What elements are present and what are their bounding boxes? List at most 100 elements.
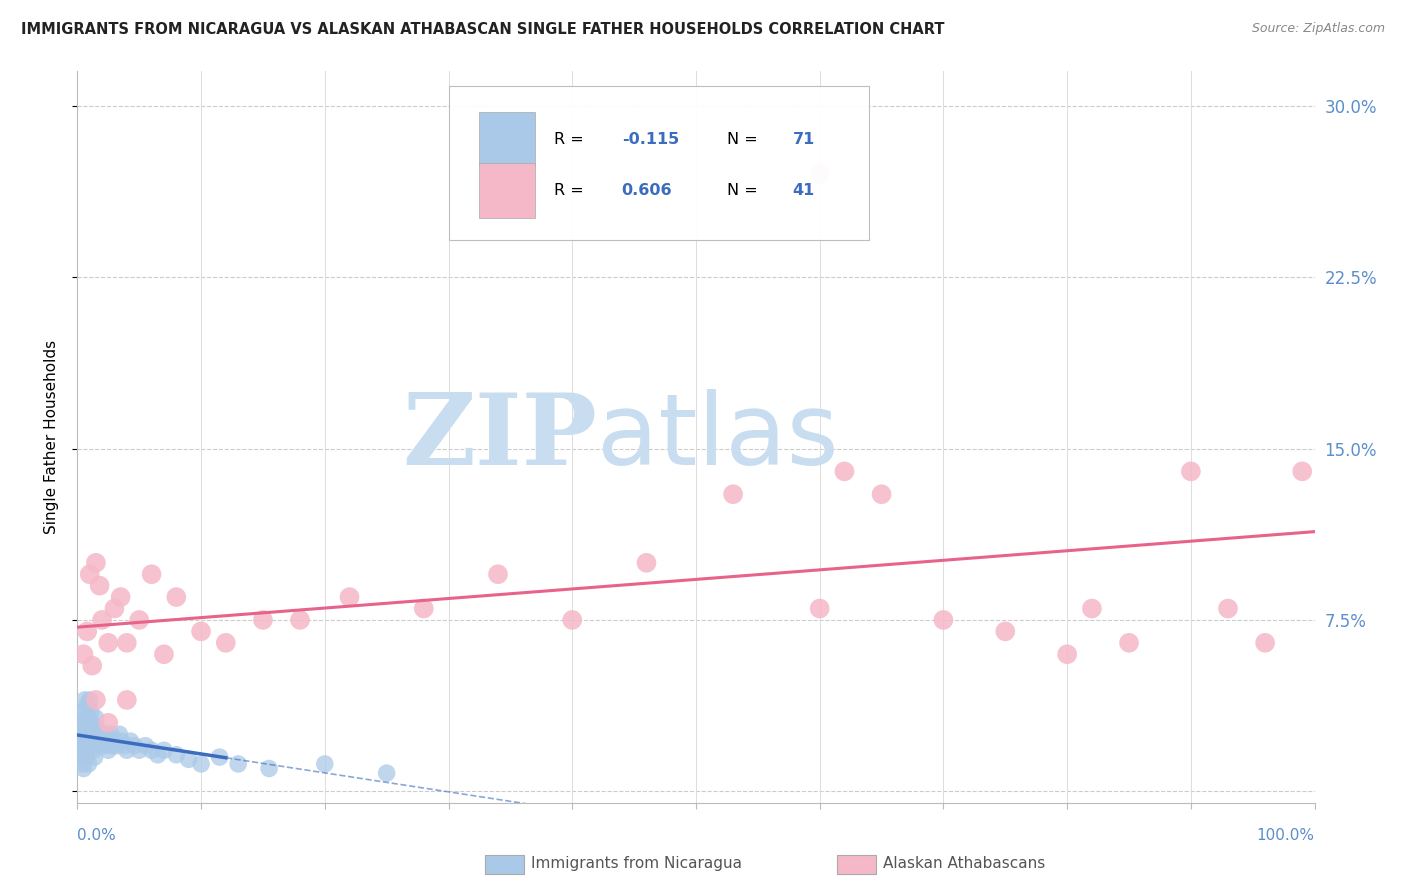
Point (226, 756, 249, 771)
Point (91, 734, 114, 748)
Text: R =: R = (554, 131, 589, 146)
Point (112, 739, 135, 753)
Text: -0.115: -0.115 (621, 131, 679, 146)
Point (932, 613, 955, 627)
Point (72, 720, 94, 734)
FancyBboxPatch shape (449, 86, 869, 240)
Point (146, 747, 169, 762)
Point (190, 756, 212, 771)
Text: N =: N = (727, 183, 763, 198)
Point (94, 727, 117, 741)
Point (73, 693, 96, 707)
Text: Source: ZipAtlas.com: Source: ZipAtlas.com (1251, 22, 1385, 36)
Point (80, 727, 103, 741)
Point (72, 756, 94, 771)
Text: atlas: atlas (598, 389, 838, 485)
Text: IMMIGRANTS FROM NICARAGUA VS ALASKAN ATHABASCAN SINGLE FATHER HOUSEHOLDS CORRELA: IMMIGRANTS FROM NICARAGUA VS ALASKAN ATH… (21, 22, 945, 37)
Point (69, 727, 91, 741)
Point (100, 727, 122, 741)
Point (1291, 464, 1313, 478)
Point (70, 734, 93, 748)
Point (141, 743, 163, 757)
Point (115, 693, 138, 707)
Point (75, 727, 97, 741)
Point (339, 590, 361, 604)
Text: 71: 71 (793, 131, 814, 146)
Point (75, 750, 97, 764)
Point (1254, 636, 1277, 650)
Point (89, 734, 111, 748)
Point (103, 601, 125, 615)
Point (79, 715, 101, 730)
Point (72, 727, 94, 741)
Point (870, 487, 893, 501)
Point (1081, 601, 1104, 615)
Point (87, 727, 110, 741)
Point (82, 658, 104, 673)
Point (1118, 636, 1140, 650)
Point (72, 647, 94, 661)
Text: 100.0%: 100.0% (1257, 828, 1315, 843)
Point (97, 715, 120, 730)
Point (190, 624, 212, 639)
Point (79, 739, 101, 753)
Point (70, 750, 93, 764)
Point (134, 739, 156, 753)
Point (122, 739, 145, 753)
Point (636, 556, 658, 570)
Point (252, 613, 274, 627)
Point (82, 720, 104, 734)
Text: 0.606: 0.606 (621, 183, 672, 198)
Point (82, 739, 104, 753)
Point (105, 739, 128, 753)
Point (69, 743, 91, 757)
Point (82, 715, 104, 730)
Point (257, 762, 280, 776)
Point (1216, 601, 1239, 615)
Point (208, 750, 231, 764)
Point (103, 734, 125, 748)
Point (76, 624, 98, 639)
Point (561, 613, 583, 627)
Text: N =: N = (727, 131, 763, 146)
Point (808, 601, 831, 615)
Point (115, 636, 138, 650)
Point (70, 715, 93, 730)
Point (93, 739, 115, 753)
Point (165, 590, 187, 604)
Point (834, 464, 856, 478)
Point (288, 613, 311, 627)
Point (486, 567, 509, 582)
Point (77, 711, 100, 725)
Point (77, 734, 100, 748)
Bar (479, 112, 536, 167)
Point (97, 743, 120, 757)
Point (86, 720, 108, 734)
Point (77, 756, 100, 771)
Point (721, 487, 744, 501)
Point (75, 705, 97, 719)
Point (808, 167, 831, 181)
Point (115, 743, 138, 757)
Point (994, 624, 1017, 639)
Point (128, 613, 150, 627)
Point (84, 556, 107, 570)
Point (80, 705, 103, 719)
Point (375, 766, 398, 780)
Point (72, 739, 94, 753)
Point (96, 734, 118, 748)
Point (84, 711, 107, 725)
Point (141, 567, 163, 582)
Point (215, 636, 238, 650)
Point (97, 636, 120, 650)
Point (412, 601, 434, 615)
Point (83, 750, 105, 764)
Point (153, 743, 176, 757)
Point (110, 590, 132, 604)
Text: R =: R = (554, 183, 589, 198)
Point (177, 752, 200, 766)
Y-axis label: Single Father Households: Single Father Households (44, 340, 59, 534)
Point (76, 698, 98, 712)
Point (67, 739, 90, 753)
Point (314, 756, 336, 771)
